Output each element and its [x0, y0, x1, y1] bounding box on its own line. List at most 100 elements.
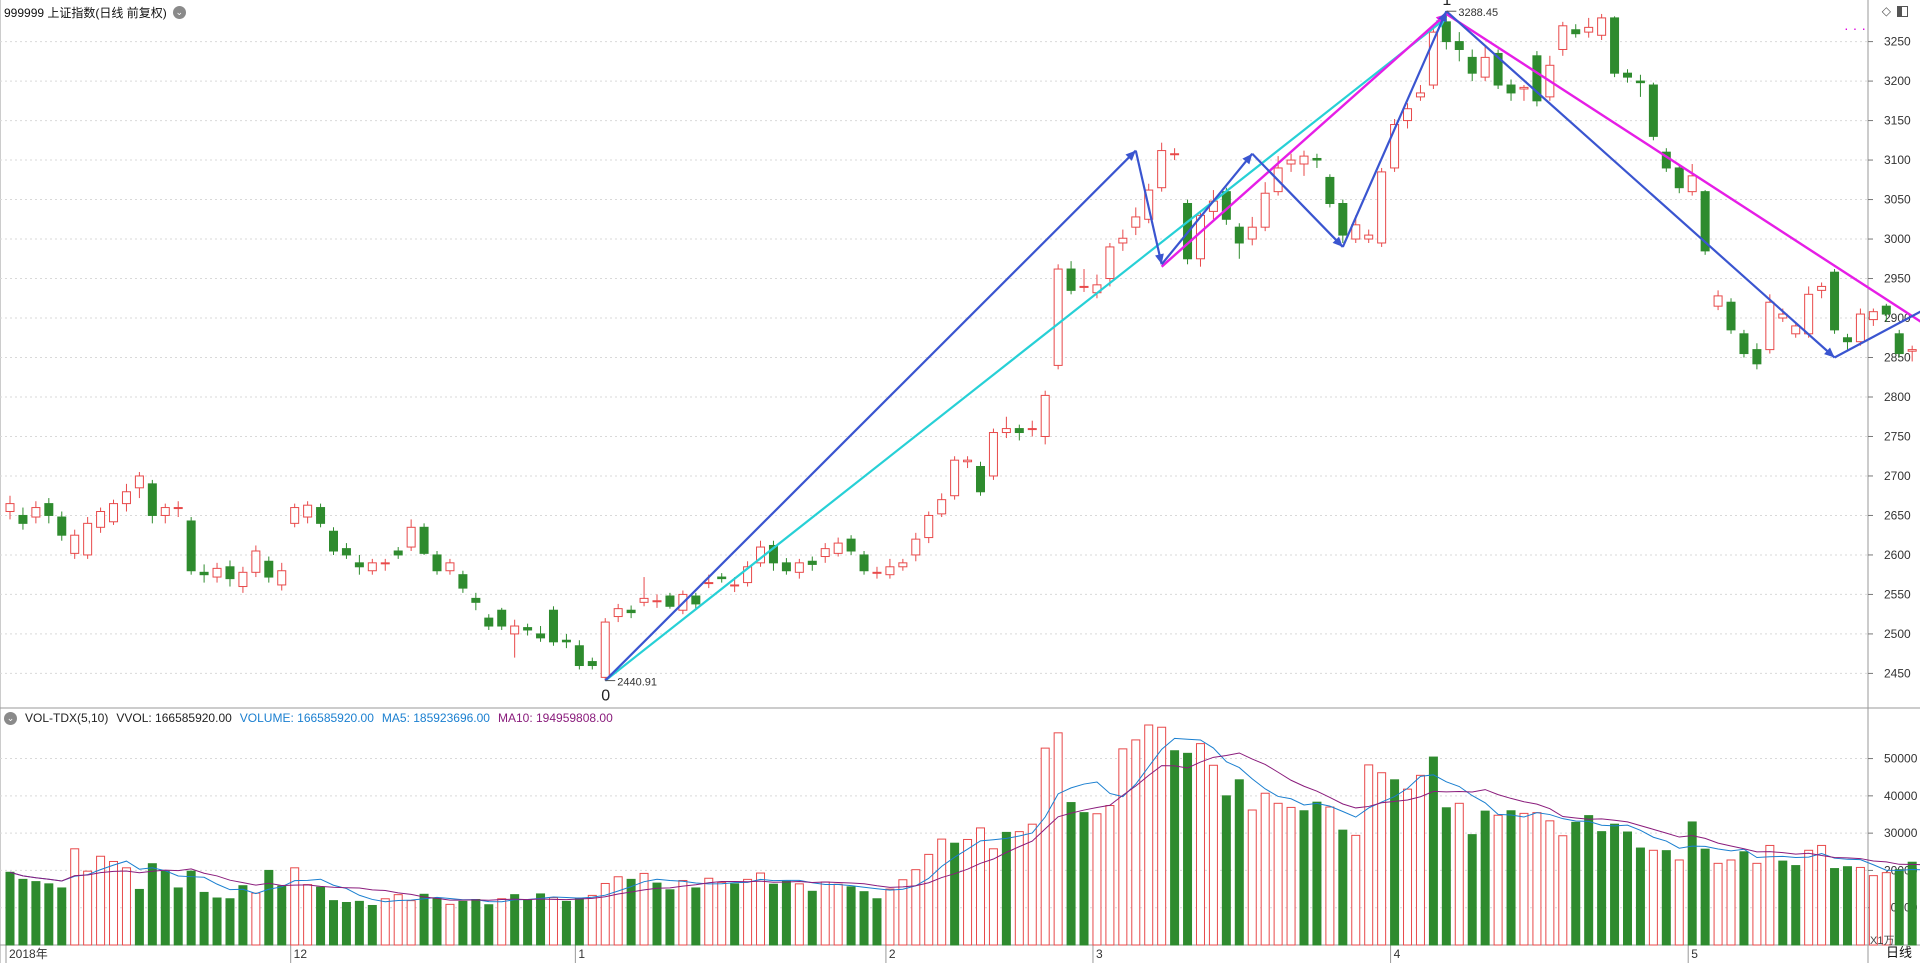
date-tick-label: 2018年 [9, 947, 48, 961]
volume-bar [1661, 850, 1671, 946]
volume-bar [1610, 823, 1620, 946]
price-tick-label: 2750 [1884, 429, 1911, 443]
volume-bar [1713, 862, 1723, 946]
volume-bar [1092, 813, 1102, 946]
volume-bar [768, 883, 778, 946]
chevron-circle-icon[interactable]: ⌄ [4, 711, 17, 725]
candle-body [885, 566, 895, 576]
candle-body [1791, 325, 1801, 335]
candle-body [1234, 226, 1244, 244]
price-tick-label: 2500 [1884, 627, 1911, 641]
volume-bar [1480, 810, 1490, 946]
volume-bar [109, 860, 119, 946]
volume-bar [1855, 866, 1865, 946]
blue-wave-segment [1834, 310, 1920, 359]
volume-bar [574, 897, 584, 946]
candle-body [1364, 234, 1374, 240]
volume-bar [1700, 848, 1710, 946]
date-tick-label: 5 [1691, 947, 1698, 961]
volume-bar [1726, 859, 1736, 946]
blue-wave-segment [1134, 150, 1163, 265]
volume-bar [1312, 801, 1322, 946]
diamond-icon[interactable]: ◇ [1881, 4, 1891, 18]
volume-bar [1623, 831, 1632, 946]
volume-bar [393, 894, 403, 946]
candle-body [1804, 293, 1814, 335]
candle-body [1467, 56, 1477, 74]
price-tick-label: 3200 [1884, 74, 1911, 88]
candle-body [160, 507, 170, 516]
corner-toolbar: ◇ [1882, 4, 1908, 18]
candle-body [561, 639, 571, 643]
volume-bar [1183, 752, 1193, 946]
candle-body [548, 609, 558, 643]
volume-bar [950, 842, 960, 946]
candle-body [354, 562, 364, 568]
magenta-wave-segment [1445, 12, 1920, 323]
candle-body [1571, 29, 1581, 35]
candle-body [147, 483, 157, 516]
candle-body [1726, 301, 1736, 331]
candle-body [976, 465, 985, 493]
volume-bar [1454, 802, 1464, 946]
candle-body [1247, 226, 1257, 240]
volume-bar [57, 887, 67, 946]
candle-body [510, 625, 520, 635]
volume-bar [613, 876, 623, 946]
candle-body [1299, 155, 1309, 165]
candle-body [1623, 72, 1632, 78]
volume-bar [367, 904, 377, 946]
volume-bar [717, 881, 727, 946]
candle-body [484, 617, 494, 627]
volume-bar [846, 886, 856, 946]
candle-body [807, 560, 817, 565]
volume-bar [497, 898, 507, 946]
volume-bar [5, 871, 15, 946]
volume-bar [1868, 875, 1878, 946]
volume-bar [988, 848, 998, 946]
volume-bar [1157, 726, 1167, 946]
candle-body [1066, 268, 1076, 291]
volume-bar [626, 878, 636, 946]
volume-bar [678, 879, 688, 946]
volume-unit-label: X1万 [1870, 935, 1895, 947]
volume-bar [976, 827, 985, 946]
blue-wave-arrow [1824, 347, 1835, 358]
volume-bar [1441, 807, 1451, 946]
price-tick-label: 3250 [1884, 35, 1911, 49]
candle-body [96, 511, 106, 528]
volume-bar [1351, 834, 1361, 946]
chevron-circle-icon[interactable]: ⌄ [172, 5, 186, 19]
volume-value: VOLUME: 166585920.00 [239, 711, 374, 725]
candle-body [1493, 52, 1503, 86]
price-tick-label: 2450 [1884, 666, 1911, 680]
candle-body [1532, 55, 1542, 102]
date-tick-label: 1 [578, 947, 585, 961]
panel-toggle-icon[interactable] [1897, 6, 1908, 17]
candle-body [329, 530, 338, 552]
candle-body [1118, 237, 1128, 244]
candle-body [743, 566, 753, 584]
volume-bar [1584, 815, 1594, 946]
candle-body [134, 475, 144, 489]
period-label[interactable]: 日线 [1885, 945, 1912, 960]
candle-body [251, 550, 261, 573]
cyan-wave-segment [604, 17, 1448, 682]
volume-bar [833, 883, 843, 946]
candle-body [458, 574, 468, 589]
volume-bar [1364, 764, 1374, 946]
candle-body [1610, 17, 1620, 74]
volume-bar [1118, 748, 1128, 946]
volume-bar [1286, 806, 1296, 946]
candle-body [717, 576, 727, 580]
volume-bar [251, 892, 261, 946]
volume-bar [1338, 829, 1348, 946]
volume-bar [1881, 872, 1891, 946]
volume-bar [652, 882, 662, 946]
volume-bar [510, 894, 520, 946]
candle-body [730, 584, 740, 587]
volume-bar [354, 900, 364, 946]
wave-number-label: 0 [601, 688, 610, 705]
candle-body [1351, 224, 1361, 240]
